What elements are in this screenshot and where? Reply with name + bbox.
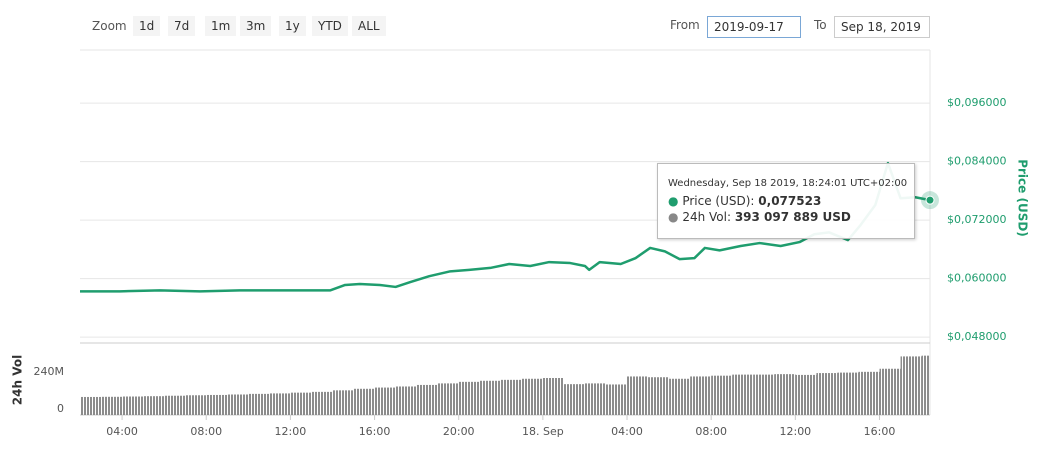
x-tick-label: 04:00 (106, 425, 138, 438)
volume-bar (816, 373, 838, 415)
x-tick-label: 12:00 (275, 425, 307, 438)
x-tick-label: 12:00 (779, 425, 811, 438)
x-tick-label: 16:00 (864, 425, 896, 438)
zoom-button[interactable]: YTD (312, 16, 348, 36)
y-axis-title: Price (USD) (1016, 159, 1030, 237)
volume-bar (437, 383, 459, 415)
x-tick-label: 08:00 (695, 425, 727, 438)
tooltip-name: Price (USD): (682, 194, 755, 208)
x-tick-label: 16:00 (359, 425, 391, 438)
y-tick-label: $0,060000 (947, 272, 1007, 285)
volume-bar (122, 396, 144, 415)
volume-bar (669, 378, 691, 415)
volume-bar (584, 383, 606, 415)
zoom-button[interactable]: ALL (352, 16, 386, 36)
volume-bar (248, 393, 270, 415)
tooltip: Wednesday, Sep 18 2019, 18:24:01 UTC+02:… (657, 163, 915, 239)
y-tick-label: $0,096000 (947, 96, 1007, 109)
volume-bar (774, 374, 796, 415)
tooltip-row: ● 24h Vol: 393 097 889 USD (668, 210, 851, 224)
to-input[interactable]: Sep 18, 2019 (834, 16, 930, 38)
volume-bar (837, 372, 859, 415)
y-tick-label: $0,048000 (947, 330, 1007, 343)
x-tick-label: 20:00 (443, 425, 475, 438)
volume-bar (648, 377, 670, 415)
x-tick-label: 08:00 (190, 425, 222, 438)
volume-bar (164, 395, 186, 415)
x-tick-label: 04:00 (611, 425, 643, 438)
volume-bar (753, 374, 775, 415)
volume-bar (711, 375, 733, 415)
volume-bar (521, 378, 543, 415)
x-tick-label: 18. Sep (522, 425, 564, 438)
volume-bar (374, 387, 396, 415)
hover-point (925, 195, 935, 205)
volume-bar (563, 384, 585, 415)
zoom-button[interactable]: 1d (133, 16, 161, 36)
volume-bar (185, 395, 207, 415)
volume-bar (416, 384, 438, 415)
volume-bar (879, 368, 901, 415)
volume-bar (795, 374, 817, 415)
tooltip-value: 393 097 889 USD (734, 210, 851, 224)
volume-bar (290, 392, 312, 415)
tooltip-date: Wednesday, Sep 18 2019, 18:24:01 UTC+02:… (668, 178, 908, 189)
y-tick-label: $0,084000 (947, 155, 1007, 168)
volume-bar (479, 380, 501, 415)
y-tick-label: 240M (34, 365, 65, 378)
volume-bar (101, 396, 123, 415)
zoom-label: Zoom (92, 19, 127, 33)
tooltip-name: 24h Vol: (682, 210, 731, 224)
volume-bar (353, 388, 375, 415)
y-tick-label: $0,072000 (947, 213, 1007, 226)
y-axis-title: 24h Vol (11, 355, 25, 405)
from-input[interactable]: 2019-09-17 (707, 16, 801, 38)
from-label: From (670, 18, 700, 32)
volume-bar (690, 376, 712, 415)
zoom-button[interactable]: 7d (168, 16, 196, 36)
volume-bar (605, 384, 628, 415)
volume-bar (542, 377, 564, 415)
y-tick-label: 0 (57, 402, 64, 415)
tooltip-value: 0,077523 (758, 194, 822, 208)
volume-bar (332, 390, 354, 415)
to-label: To (814, 18, 827, 32)
tooltip-row: ● Price (USD): 0,077523 (668, 194, 822, 208)
volume-bar (227, 394, 249, 415)
volume-bar (143, 396, 165, 415)
volume-bar (458, 381, 480, 415)
volume-bar (732, 374, 754, 415)
volume-bar (269, 393, 291, 415)
volume-bar (80, 396, 102, 415)
volume-bar (311, 391, 333, 415)
zoom-button[interactable]: 3m (240, 16, 272, 36)
zoom-button[interactable]: 1y (279, 16, 306, 36)
zoom-button[interactable]: 1m (205, 16, 237, 36)
volume-bar (500, 379, 522, 415)
volume-bar (900, 356, 922, 415)
volume-bar (921, 355, 930, 415)
volume-bar (395, 386, 417, 415)
volume-bar (858, 371, 880, 415)
volume-bar (206, 394, 228, 415)
volume-bar (627, 376, 649, 415)
